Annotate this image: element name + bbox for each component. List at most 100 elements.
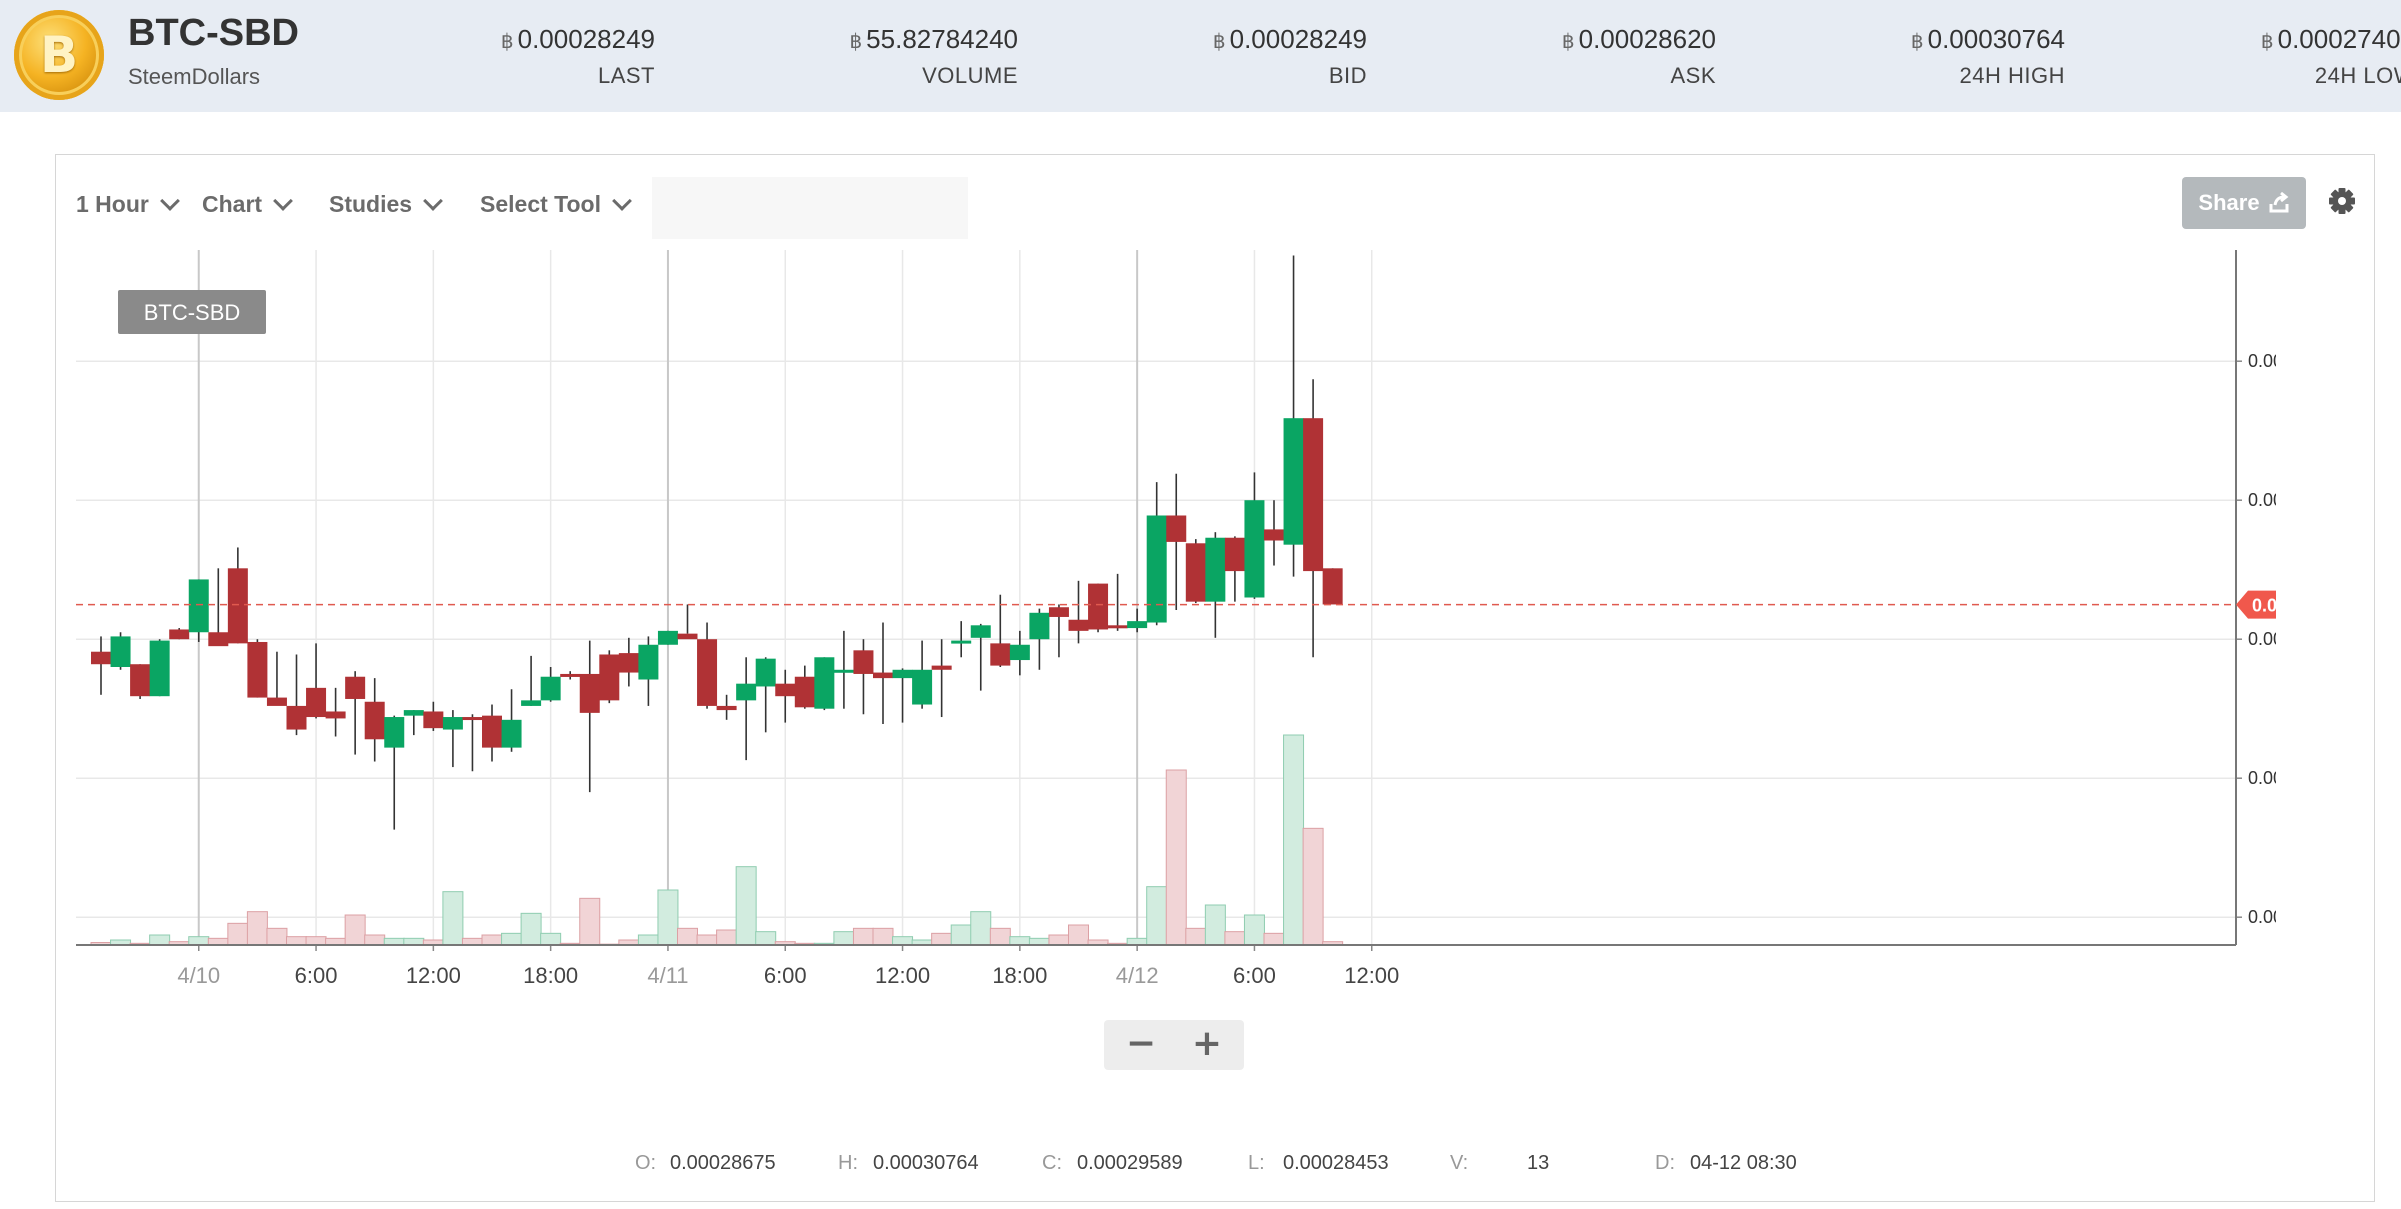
candle-body-up: [384, 717, 405, 748]
stat-24h-low: ฿0.00027400 24H LOW: [2095, 24, 2401, 89]
volume-bar: [188, 936, 210, 946]
ohlc-high-label: H:: [838, 1152, 858, 1174]
volume-bar: [1185, 927, 1207, 946]
bitcoin-symbol-icon: ฿: [1561, 29, 1575, 53]
volume-bars: [90, 734, 1344, 946]
candle-body-up: [540, 676, 561, 701]
candle-body-down: [286, 705, 307, 730]
candle-body-down: [716, 705, 737, 711]
volume-bar: [755, 931, 777, 946]
select-tool-label: Select Tool: [480, 191, 601, 217]
chart-axes: 0.00026000 0.00027000 0.00028000 0.00029000…: [76, 250, 2276, 988]
x-tick-label: 6:00: [295, 963, 338, 988]
candle-body-up: [501, 719, 522, 748]
select-tool-dropdown[interactable]: Select Tool: [480, 190, 632, 218]
candle-body-down: [227, 568, 248, 644]
volume-bar: [931, 932, 953, 946]
ohlc-high-value: 0.00030764: [873, 1152, 979, 1174]
bitcoin-logo-icon: B: [14, 10, 104, 100]
candle-body-down: [775, 683, 796, 697]
stat-volume: ฿ 55.82784240 VOLUME: [698, 24, 1018, 89]
volume-bar: [657, 889, 679, 946]
candle-body-down: [1088, 583, 1109, 630]
interval-dropdown[interactable]: 1 Hour: [76, 190, 180, 218]
candle-body-down: [266, 697, 287, 706]
candle-body-down: [931, 665, 952, 670]
studies-dropdown[interactable]: Studies: [329, 190, 443, 218]
candle-body-down: [853, 650, 874, 674]
candle-body-up: [912, 669, 933, 705]
candle-body-up: [1029, 612, 1050, 640]
y-tick-label: 0.00029000: [2248, 490, 2276, 510]
price-chart[interactable]: 0.00026000 0.00027000 0.00028000 0.00029000…: [76, 250, 2276, 1120]
volume-bar: [481, 934, 503, 946]
candle-body-down: [560, 673, 581, 677]
volume-bar: [872, 927, 894, 946]
candle-body-up: [1244, 500, 1265, 598]
chevron-down-icon: [423, 190, 443, 211]
symbol-legend: BTC-SBD: [118, 290, 266, 334]
chart-grid: [76, 250, 2236, 945]
stat-ask-value: 0.00028620: [1578, 24, 1716, 54]
zoom-controls: − +: [1104, 1020, 1244, 1070]
settings-gear-icon[interactable]: [2322, 181, 2362, 221]
candle-body-down: [990, 643, 1011, 666]
volume-bar: [1068, 924, 1089, 946]
stat-ask: ฿ 0.00028620 ASK: [1396, 24, 1716, 89]
share-button[interactable]: Share: [2182, 177, 2306, 229]
market-name: SteemDollars: [128, 64, 261, 89]
candle-body-up: [657, 630, 678, 645]
bitcoin-symbol-icon: ฿: [849, 29, 863, 53]
volume-bar: [1204, 904, 1226, 946]
stat-24h-low-label: 24H LOW: [2314, 63, 2401, 88]
symbol-legend-box: [118, 290, 266, 334]
y-tick-label: 0.00028000: [2248, 629, 2276, 649]
share-label: Share: [2198, 190, 2260, 215]
ohlc-low-label: L:: [1248, 1152, 1265, 1174]
candle-body-down: [794, 676, 815, 708]
volume-bar: [677, 927, 698, 946]
candle-body-down: [579, 673, 600, 713]
chart-type-dropdown[interactable]: Chart: [202, 190, 293, 218]
bitcoin-symbol-icon: ฿: [1910, 29, 1924, 53]
chevron-down-icon: [612, 190, 632, 211]
volume-bar: [716, 929, 738, 946]
candle-body-up: [970, 625, 991, 638]
stat-last-label: LAST: [597, 63, 655, 88]
candle-body-up: [1283, 418, 1304, 545]
candle-body-down: [169, 629, 190, 640]
volume-bar: [1146, 886, 1168, 946]
candle-body-up: [638, 644, 659, 680]
volume-bar: [344, 914, 366, 946]
candle-body-down: [306, 687, 327, 718]
candle-body-up: [188, 579, 209, 633]
x-tick-label: 4/11: [647, 963, 688, 988]
ohlc-date-value: 04-12 08:30: [1690, 1152, 1797, 1174]
volume-bar: [1302, 827, 1324, 946]
volume-bar: [1048, 934, 1070, 946]
candle-body-down: [697, 639, 718, 706]
volume-bar: [892, 936, 914, 946]
zoom-out-button[interactable]: −: [1125, 1023, 1157, 1064]
chart-type-label: Chart: [202, 191, 263, 217]
candle-body-down: [1185, 543, 1206, 602]
stat-last: ฿ 0.00028249 LAST: [335, 24, 655, 89]
volume-bar: [989, 927, 1011, 946]
candle-body-down: [873, 672, 893, 679]
volume-bar: [442, 891, 464, 946]
candle-body-down: [325, 711, 346, 719]
zoom-in-button[interactable]: +: [1191, 1023, 1223, 1064]
ohlc-close-value: 0.00029589: [1077, 1152, 1183, 1174]
x-tick-label: 12:00: [406, 963, 461, 988]
candle-body-up: [833, 669, 854, 673]
symbol-legend-label: BTC-SBD: [144, 300, 241, 325]
x-tick-label: 18:00: [992, 963, 1047, 988]
candle-body-down: [91, 651, 111, 665]
volume-bar: [266, 927, 288, 946]
volume-bar: [1243, 914, 1265, 946]
ohlc-date-label: D:: [1655, 1152, 1675, 1174]
volume-bar: [1283, 734, 1305, 946]
stat-24h-high: ฿ 0.00030764 24H HIGH: [1745, 24, 2065, 89]
candle-body-up: [521, 700, 542, 706]
candle-body-down: [599, 654, 620, 701]
